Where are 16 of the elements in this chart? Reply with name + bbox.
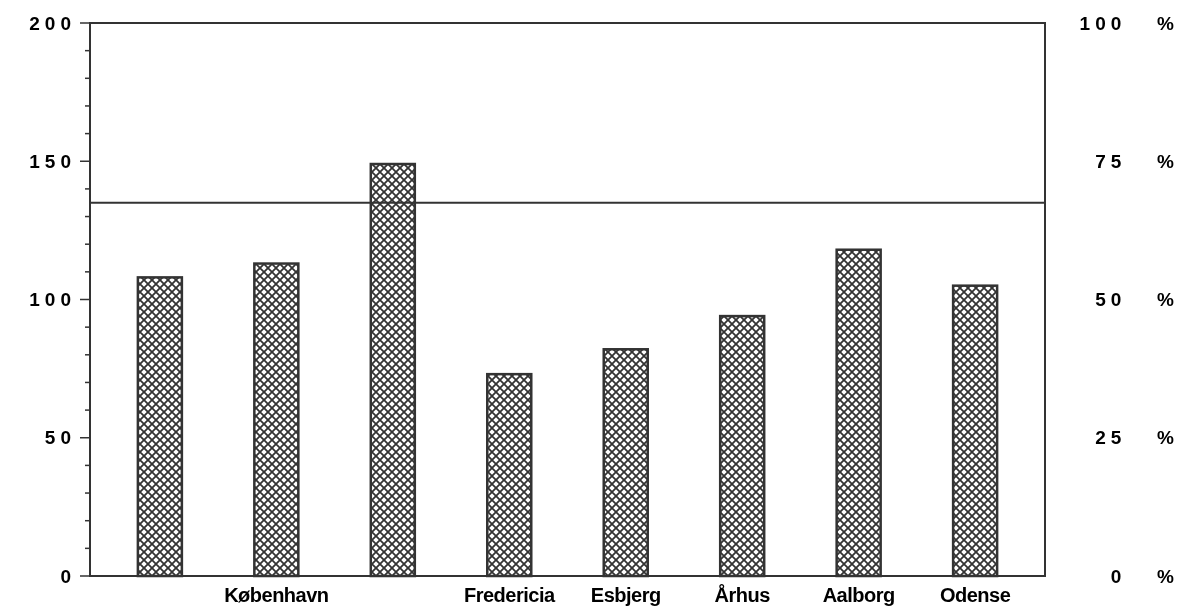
x-tick-label: København bbox=[224, 584, 329, 606]
y2-tick-label: 0 % bbox=[1110, 565, 1179, 587]
y-tick-label: 50 bbox=[44, 427, 76, 449]
x-tick-label: Esbjerg bbox=[590, 584, 661, 606]
x-tick-label: Odense bbox=[939, 584, 1011, 606]
x-tick-label: Aalborg bbox=[822, 584, 895, 606]
y2-tick-label: 50 % bbox=[1095, 289, 1179, 311]
y-tick-label: 200 bbox=[29, 12, 76, 34]
y-tick-label: 150 bbox=[29, 150, 76, 172]
y-tick-label: 0 bbox=[60, 565, 76, 587]
y2-tick-label: 25 % bbox=[1095, 427, 1179, 449]
y2-tick-label: 75 % bbox=[1095, 150, 1179, 172]
x-tick-label: Fredericia bbox=[463, 584, 556, 606]
y2-tick-label: 100 % bbox=[1079, 12, 1179, 34]
y-tick-label: 100 bbox=[29, 289, 76, 311]
x-tick-label: Århus bbox=[714, 583, 771, 606]
